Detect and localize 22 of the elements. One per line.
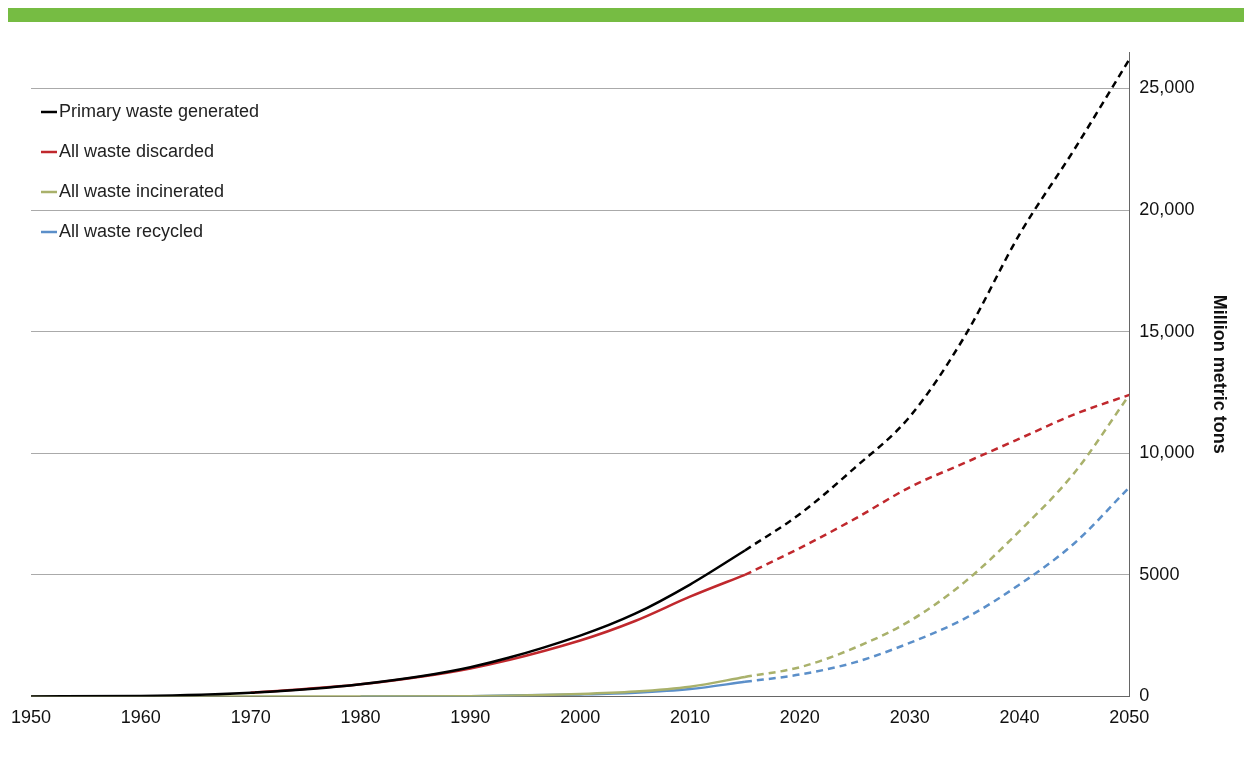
legend-label: All waste incinerated: [59, 180, 225, 201]
x-tick-label: 1950: [11, 707, 52, 728]
x-tick-label: 1980: [340, 707, 381, 728]
x-tick-label: 2000: [560, 707, 601, 728]
y-tick-label: 15,000: [1139, 320, 1195, 341]
x-tick-label: 2010: [669, 707, 711, 728]
x-tick-label: 1970: [230, 707, 271, 728]
y-tick-label: 5000: [1139, 563, 1180, 584]
y-tick-label: 10,000: [1139, 442, 1195, 463]
legend-label: All waste discarded: [59, 140, 215, 161]
x-tick-label: 2050: [1109, 707, 1150, 728]
x-tick-label: 1990: [450, 707, 491, 728]
x-tick-label: 2040: [999, 707, 1040, 728]
x-tick-label: 2030: [889, 707, 930, 728]
y-tick-label: 25,000: [1139, 77, 1195, 98]
legend-label: Primary waste generated: [59, 100, 260, 121]
legend-label: All waste recycled: [59, 220, 204, 241]
y-axis-title: Million metric tons: [1210, 294, 1231, 454]
y-tick-label: 0: [1139, 685, 1150, 706]
y-tick-label: 20,000: [1139, 199, 1195, 220]
x-tick-label: 2020: [779, 707, 820, 728]
x-tick-label: 1960: [120, 707, 161, 728]
